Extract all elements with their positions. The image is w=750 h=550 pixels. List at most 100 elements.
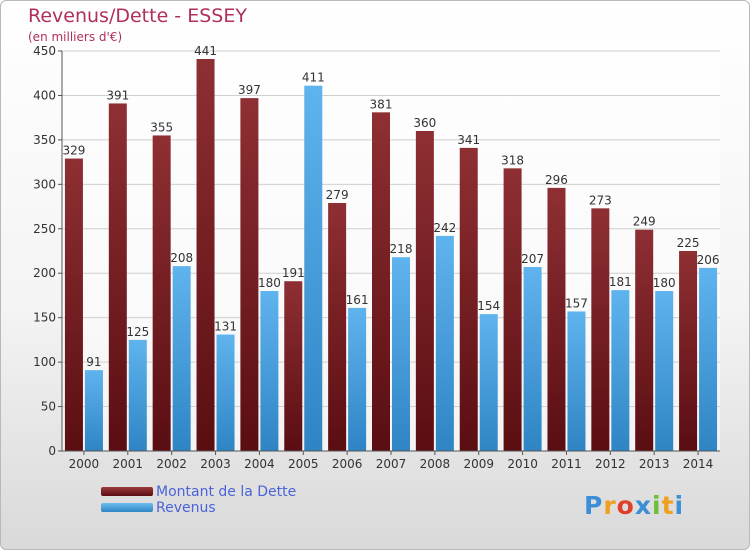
y-tick-label: 400: [33, 88, 56, 102]
logo-letter: P: [584, 491, 604, 520]
x-tick-label: 2001: [113, 457, 144, 471]
data-label-dette: 355: [150, 120, 173, 134]
x-tick-label: 2000: [69, 457, 100, 471]
data-label-dette: 360: [413, 116, 436, 130]
chart-title: Revenus/Dette - ESSEY: [28, 5, 247, 27]
chart-subtitle: (en milliers d'€): [28, 30, 123, 44]
data-label-revenus: 207: [521, 252, 544, 266]
data-label-dette: 391: [106, 88, 129, 102]
x-tick-label: 2002: [156, 457, 187, 471]
bar-revenus: [655, 291, 674, 451]
x-tick-label: 2004: [244, 457, 275, 471]
logo-letter: i: [674, 491, 685, 520]
data-label-dette: 341: [457, 133, 480, 147]
bar-dette: [415, 131, 434, 451]
bar-revenus: [304, 85, 323, 452]
legend-swatch-dette: [101, 487, 153, 496]
data-label-dette: 249: [633, 215, 656, 229]
plot-area: [62, 51, 720, 451]
bar-dette: [64, 158, 83, 452]
data-label-dette: 441: [194, 44, 217, 58]
data-label-revenus: 206: [697, 253, 720, 267]
data-label-revenus: 208: [170, 251, 193, 265]
bar-dette: [328, 203, 347, 451]
x-tick-label: 2008: [420, 457, 451, 471]
bar-dette: [547, 187, 566, 451]
bar-revenus: [128, 339, 147, 451]
data-label-dette: 329: [62, 144, 85, 158]
logo-letter: o: [616, 491, 635, 520]
bar-revenus: [699, 267, 718, 451]
data-label-dette: 296: [545, 173, 568, 187]
y-tick-label: 0: [48, 444, 56, 458]
bar-dette: [152, 135, 171, 451]
y-tick-label: 350: [33, 133, 56, 147]
x-tick-label: 2009: [463, 457, 494, 471]
y-tick-label: 450: [33, 44, 56, 58]
logo-letter: x: [634, 491, 652, 520]
bar-dette: [284, 281, 303, 451]
x-tick-label: 2006: [332, 457, 363, 471]
bar-revenus: [172, 266, 191, 451]
y-tick-label: 200: [33, 266, 56, 280]
bars-layer: [64, 59, 718, 452]
legend-label-revenus: Revenus: [156, 500, 216, 516]
x-tick-label: 2005: [288, 457, 319, 471]
bar-dette: [591, 208, 610, 451]
y-tick-label: 150: [33, 311, 56, 325]
bar-revenus: [260, 291, 279, 451]
logo-letter: r: [603, 491, 617, 520]
x-tick-label: 2013: [639, 457, 670, 471]
y-tick-label: 300: [33, 177, 56, 191]
data-label-dette: 381: [370, 97, 393, 111]
bar-dette: [503, 168, 522, 452]
bar-revenus: [567, 311, 586, 451]
x-tick-label: 2010: [507, 457, 538, 471]
data-label-revenus: 157: [565, 296, 588, 310]
bar-dette: [635, 229, 654, 451]
labels-layer: 3299139112535520844113139718019141127916…: [62, 44, 719, 369]
data-label-revenus: 411: [302, 71, 325, 85]
bar-revenus: [435, 235, 454, 451]
logo-letter: t: [661, 491, 675, 520]
data-label-dette: 279: [326, 188, 349, 202]
bar-dette: [240, 98, 259, 451]
y-tick-label: 100: [33, 355, 56, 369]
bar-dette: [679, 251, 698, 451]
x-tick-label: 2012: [595, 457, 626, 471]
x-tick-label: 2007: [376, 457, 407, 471]
legend-swatch-revenus: [101, 503, 153, 512]
bar-revenus: [392, 257, 410, 451]
data-label-dette: 397: [238, 83, 261, 97]
logo-letter: i: [652, 491, 662, 520]
data-label-revenus: 218: [390, 242, 413, 256]
data-label-revenus: 131: [214, 320, 237, 334]
data-label-dette: 273: [589, 193, 612, 207]
data-label-revenus: 242: [433, 221, 456, 235]
bar-revenus: [611, 290, 630, 451]
bar-dette: [108, 103, 127, 451]
axis-layer: 0 50 100 150 200 250 300 350 400 450 2000 2001 2002 2…: [33, 44, 720, 471]
data-label-dette: 318: [501, 153, 524, 167]
proxiti-logo: Proxiti: [584, 491, 684, 520]
bar-dette: [372, 112, 390, 451]
bar-revenus: [348, 307, 367, 451]
data-label-revenus: 180: [258, 276, 281, 290]
bar-dette: [196, 59, 215, 451]
grid-layer: [62, 50, 720, 452]
data-label-dette: 191: [282, 266, 305, 280]
data-label-revenus: 125: [126, 325, 149, 339]
bar-revenus: [84, 370, 103, 451]
x-tick-label: 2011: [551, 457, 582, 471]
bar-revenus: [523, 267, 542, 451]
bar-dette: [459, 147, 478, 451]
data-label-revenus: 154: [477, 299, 500, 313]
data-label-revenus: 180: [653, 276, 676, 290]
data-label-dette: 225: [677, 236, 700, 250]
x-tick-label: 2003: [200, 457, 231, 471]
data-label-revenus: 181: [609, 275, 632, 289]
y-tick-label: 50: [41, 400, 56, 414]
data-label-revenus: 91: [86, 355, 101, 369]
